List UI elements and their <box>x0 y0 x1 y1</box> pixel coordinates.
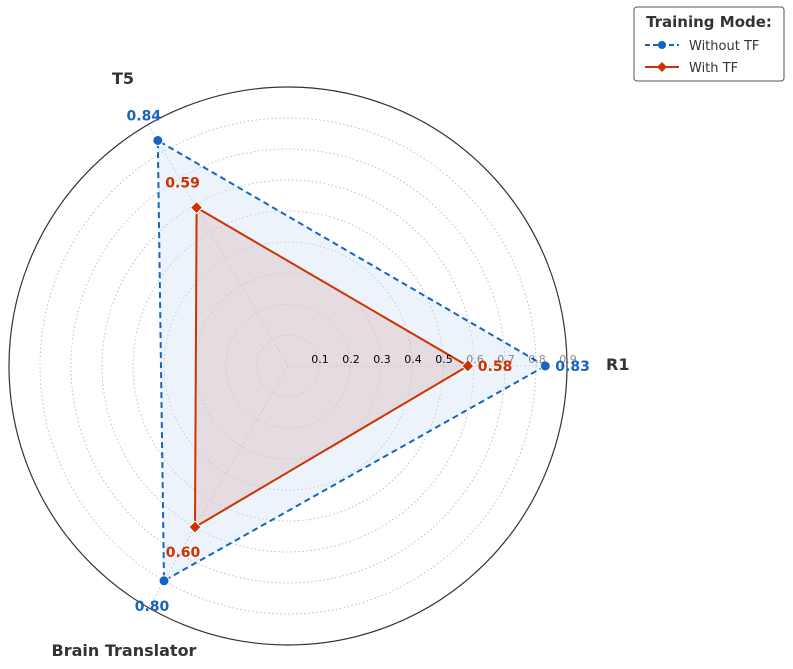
series-point <box>188 520 202 534</box>
radar-series <box>152 134 551 587</box>
value-labels: 0.83 0.84 0.80 0.58 0.59 0.60 <box>127 108 590 614</box>
value-label: 0.84 <box>127 108 162 124</box>
legend-marker <box>658 41 666 49</box>
axis-label: Brain Translator <box>52 641 197 660</box>
radial-tick-label: 0.7 <box>497 353 515 366</box>
grid-circle <box>225 303 351 429</box>
spoke-line <box>148 365 289 608</box>
radial-tick-label: 0.2 <box>342 353 360 366</box>
spoke-line <box>148 124 289 367</box>
radial-tick-label: 0.3 <box>373 353 391 366</box>
legend-title: Training Mode: <box>646 13 772 31</box>
radial-tick-label: 0.5 <box>435 353 453 366</box>
legend-marker <box>657 62 667 72</box>
radial-tick-label: 0.4 <box>404 353 422 366</box>
grid-circle <box>132 210 444 522</box>
series-point <box>461 359 475 373</box>
legend-label: With TF <box>689 61 738 76</box>
series-fill <box>195 207 468 528</box>
series-point <box>189 200 204 215</box>
radar-grid <box>8 86 568 646</box>
value-label: 0.58 <box>478 359 513 375</box>
value-label: 0.80 <box>135 599 170 615</box>
grid-circle <box>256 334 320 398</box>
series-line <box>156 138 548 583</box>
series-line <box>193 205 470 529</box>
outer-circle <box>8 86 568 646</box>
legend-entries: Without TF With TF <box>645 39 759 76</box>
series-fill <box>157 140 546 581</box>
legend: Training Mode: Without TF With TF <box>633 6 785 82</box>
radial-tick-label: 0.1 <box>311 353 329 366</box>
legend-box <box>633 6 785 82</box>
value-label: 0.60 <box>166 545 201 561</box>
radial-tick-label: 0.8 <box>528 353 546 366</box>
series-point <box>539 360 551 372</box>
axis-label: T5 <box>112 69 134 88</box>
series-point <box>158 575 170 587</box>
radial-tick-label: 0.6 <box>466 353 484 366</box>
axis-label: R1 <box>606 355 629 374</box>
legend-label: Without TF <box>689 39 759 54</box>
value-label: 0.59 <box>165 176 200 192</box>
series-point <box>152 134 164 146</box>
radial-tick-label: 0.9 <box>559 353 577 366</box>
value-label: 0.83 <box>555 359 590 375</box>
axis-labels: R1 T5 Brain Translator <box>52 69 630 660</box>
radial-tick-labels: 0.1 0.2 0.3 0.4 0.5 0.6 0.7 0.8 0.9 <box>311 353 577 366</box>
